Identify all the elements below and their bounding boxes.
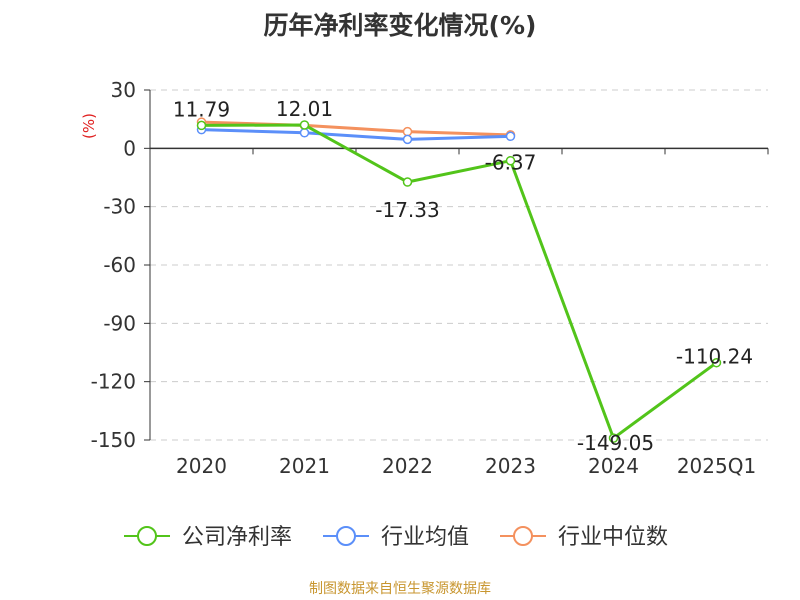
x-tick-label: 2022 [382,454,433,478]
data-point [299,128,310,138]
data-point [608,433,619,443]
x-tick-label: 2023 [485,454,536,478]
legend-marker [137,526,157,546]
y-tick-label: -30 [103,195,136,219]
data-label: -110.24 [676,345,753,369]
legend-label: 行业中位数 [558,525,668,550]
series-line-1 [201,123,718,440]
y-tick-label: -90 [103,311,136,335]
legend-marker [513,526,533,546]
data-point [402,134,413,145]
data-point [402,126,413,137]
y-tick-label: -150 [91,428,136,452]
data-label: -6.37 [485,151,537,175]
x-tick-label: 2025Q1 [677,454,756,478]
y-tick-label: -60 [103,253,136,277]
legend-label: 行业均值 [381,525,469,550]
x-tick-label: 2021 [279,454,330,478]
data-label: 11.79 [173,97,230,121]
series-line-2 [201,128,511,141]
data-label: -149.05 [577,431,654,455]
y-tick-label: 30 [111,78,136,102]
y-tick-label: -120 [91,370,136,394]
legend-marker [336,526,356,546]
x-tick-label: 2024 [588,454,639,478]
data-point [402,177,413,187]
source-footer: 制图数据来自恒生聚源数据库 [309,581,491,597]
data-point [505,131,516,142]
data-point [196,120,207,131]
chart-title: 历年净利率变化情况(%) [263,11,537,40]
data-label: -17.33 [375,198,439,222]
legend-label: 公司净利率 [182,525,292,550]
data-point [711,357,722,368]
y-tick-label: 0 [123,136,136,160]
y-axis-label: (%) [80,113,98,139]
data-label: 12.01 [276,97,333,121]
data-point [505,155,516,166]
data-point [299,120,310,130]
x-tick-label: 2020 [176,454,227,478]
